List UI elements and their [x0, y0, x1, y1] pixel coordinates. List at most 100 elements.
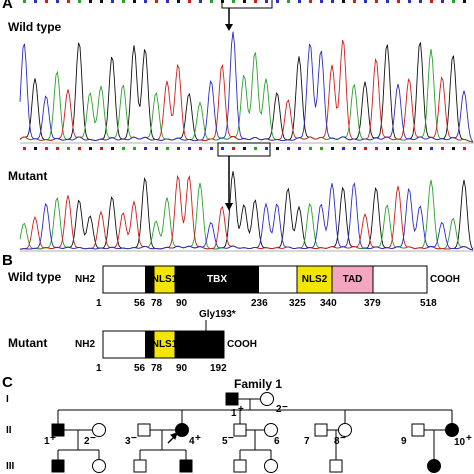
gen-label-iii: III [6, 461, 15, 472]
mutant-pos-78: 78 [151, 363, 163, 374]
base-call-mark [133, 147, 136, 150]
base-call-mark [408, 0, 411, 3]
base-call-mark [232, 0, 235, 3]
base-call-mark [155, 147, 158, 150]
wild-pos-56: 56 [134, 298, 146, 309]
mutant-nh2: NH2 [75, 339, 96, 350]
base-call-mark [419, 147, 422, 150]
base-call-mark [89, 0, 92, 3]
base-call-mark [397, 147, 400, 150]
base-call-mark [56, 147, 59, 150]
base-call-mark [177, 147, 180, 150]
base-call-mark [331, 0, 334, 3]
base-call-mark [353, 147, 356, 150]
base-call-mark [45, 147, 48, 150]
base-call-mark [353, 0, 356, 3]
wild-pos-236: 236 [251, 298, 268, 309]
wild-segment-56-78 [145, 266, 154, 293]
base-call-mark [342, 0, 345, 3]
trace-C [19, 182, 474, 251]
base-call-mark [331, 147, 334, 150]
gen2-sign-4: + [195, 433, 201, 444]
base-call-mark [56, 0, 59, 3]
base-call-mark [78, 147, 81, 150]
base-call-mark [276, 0, 279, 3]
base-call-mark [463, 0, 466, 3]
gen1-male-affected [225, 392, 239, 406]
trace-T [19, 174, 474, 251]
mutation-label: Gly193* [199, 309, 236, 320]
base-call-mark [364, 0, 367, 3]
gen2-num-4: 4 [189, 436, 195, 447]
base-call-mark [177, 0, 180, 3]
base-call-mark [441, 147, 444, 150]
base-call-mark [287, 147, 290, 150]
wild-type-traces [19, 31, 474, 143]
wild-pos-325: 325 [289, 298, 306, 309]
base-call-mark [89, 147, 92, 150]
base-call-mark [188, 147, 191, 150]
base-call-mark [210, 0, 213, 3]
base-call-mark [144, 0, 147, 3]
gen2-num-10: 10 [454, 437, 466, 448]
trace-C [19, 31, 474, 142]
base-call-mark [166, 0, 169, 3]
base-call-mark [199, 0, 202, 3]
mutant-nls1-domain: NLS1 [151, 339, 178, 350]
base-call-mark [155, 0, 158, 3]
base-call-mark [309, 0, 312, 3]
gen2-num-7: 7 [304, 436, 310, 447]
gen1-sign-2: − [282, 402, 288, 413]
base-call-mark [243, 0, 246, 3]
base-call-mark [397, 0, 400, 3]
base-call-mark [254, 0, 257, 3]
base-call-mark [265, 147, 268, 150]
base-call-mark [243, 147, 246, 150]
base-call-mark [452, 0, 455, 3]
wild-pos-1: 1 [96, 298, 102, 309]
gen2-sign-1: + [50, 433, 56, 444]
wild-type-label: Wild type [8, 20, 62, 34]
base-call-mark [408, 147, 411, 150]
family-label: Family 1 [234, 377, 283, 391]
base-call-mark [67, 0, 70, 3]
gen1-female [260, 392, 274, 406]
mutant-label: Mutant [8, 169, 48, 183]
base-call-mark [67, 147, 70, 150]
base-call-mark [100, 147, 103, 150]
base-call-mark [45, 0, 48, 3]
wild-pos-78: 78 [151, 298, 163, 309]
base-call-mark [419, 0, 422, 3]
base-call-mark [386, 0, 389, 3]
gen1-sign-1: + [238, 404, 244, 415]
wild-protein-label: Wild type [8, 270, 62, 284]
base-call-mark [232, 147, 235, 150]
base-call-mark [122, 147, 125, 150]
base-call-mark [463, 147, 466, 150]
mutant-cooh: COOH [227, 339, 257, 350]
wild-pos-340: 340 [320, 298, 337, 309]
base-call-mark [133, 0, 136, 3]
mutant-pos-56: 56 [134, 363, 146, 374]
base-call-mark [375, 147, 378, 150]
gen-label-i: I [6, 394, 9, 405]
gen2-sign-8: − [340, 433, 346, 444]
base-call-mark [430, 0, 433, 3]
base-call-mark [122, 0, 125, 3]
base-call-mark [188, 0, 191, 3]
base-call-mark [78, 0, 81, 3]
wild-pos-379: 379 [364, 298, 381, 309]
gen2-sign-3: − [131, 433, 137, 444]
gen-label-ii: II [6, 425, 12, 436]
gen2-num-8: 8 [334, 436, 340, 447]
base-call-mark [298, 0, 301, 3]
base-call-mark [34, 0, 37, 3]
base-call-mark [100, 0, 103, 3]
mutant-traces [19, 171, 474, 251]
base-call-mark [276, 147, 279, 150]
gen1-num-1: 1 [231, 408, 237, 419]
gen2-sign-5: − [228, 433, 234, 444]
gen2-num-6: 6 [274, 436, 280, 447]
wild-nls2-domain: NLS2 [301, 274, 328, 285]
